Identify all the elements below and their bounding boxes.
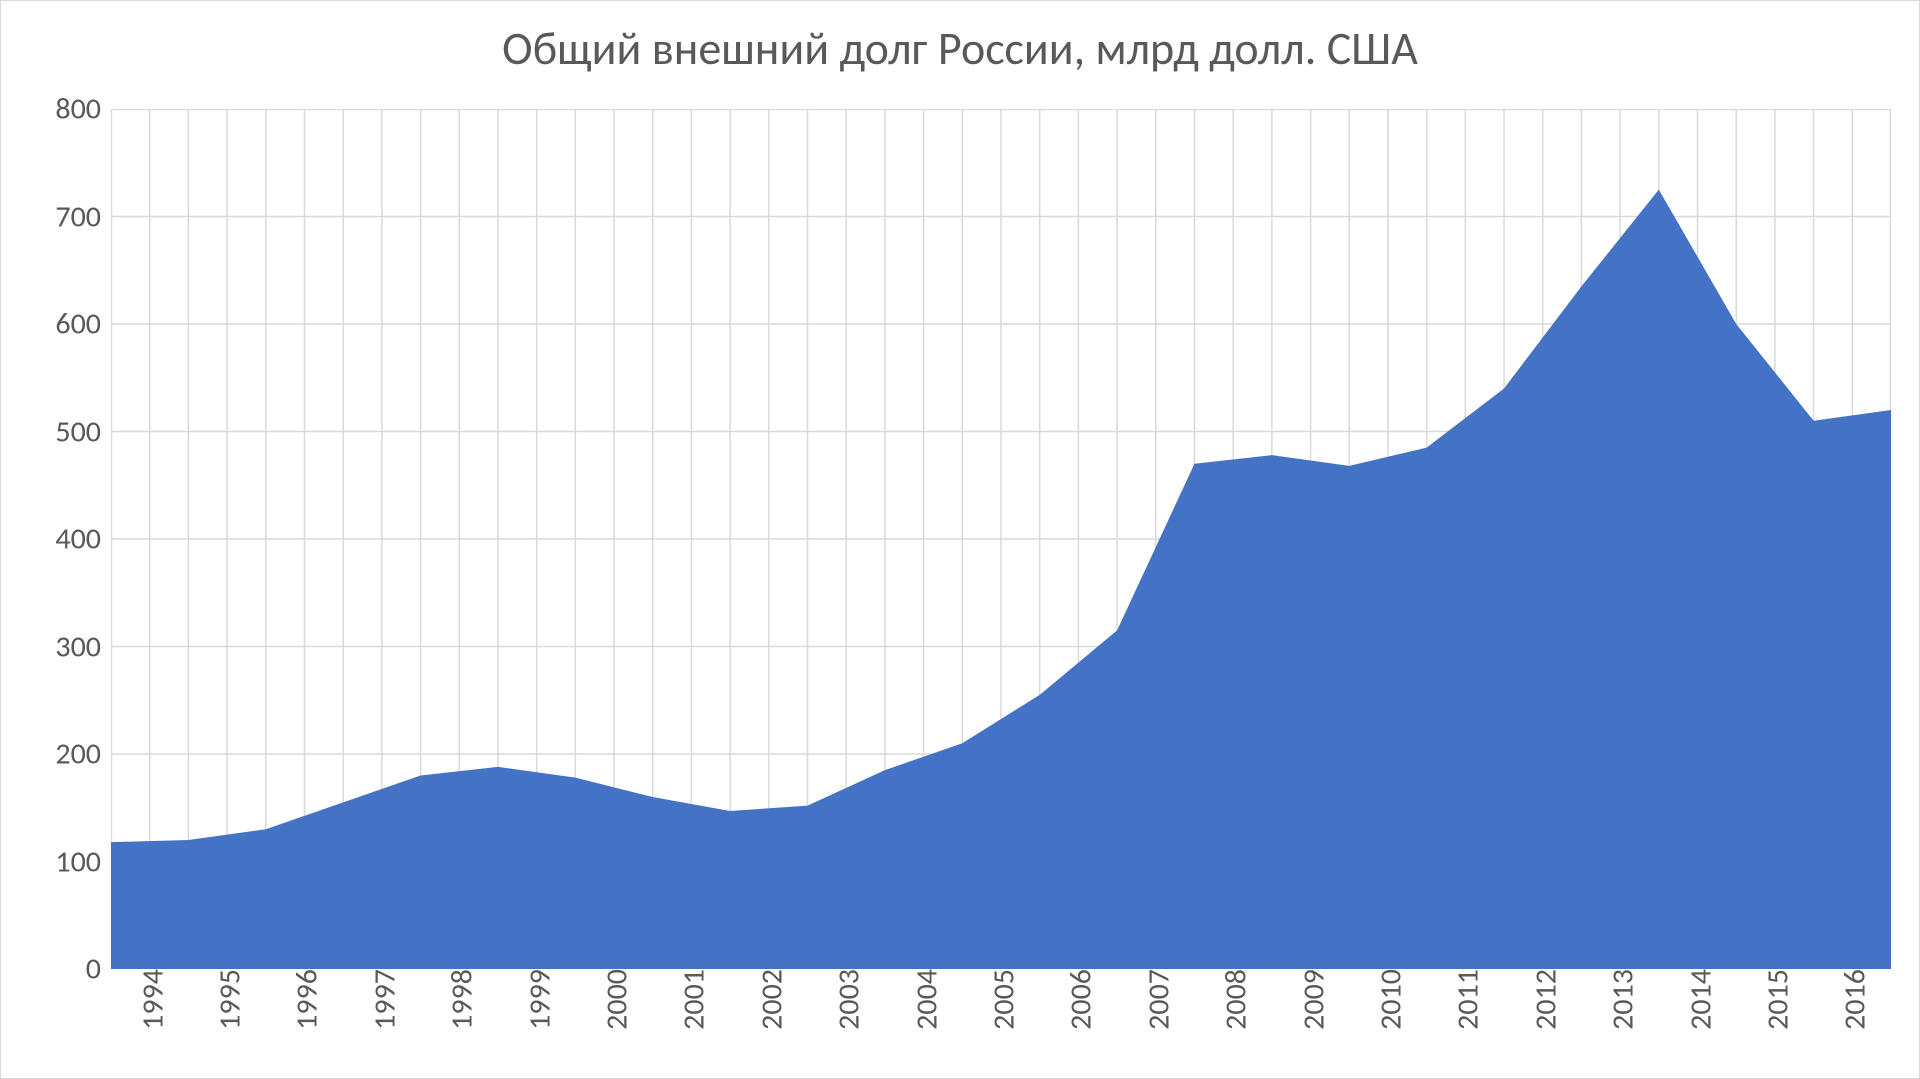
y-axis-tick-label: 800 bbox=[55, 91, 111, 128]
plot-area: 0100200300400500600700800199419951996199… bbox=[111, 109, 1891, 969]
x-axis-tick-label: 2013 bbox=[1599, 969, 1642, 1030]
x-axis-tick-label: 2015 bbox=[1753, 969, 1796, 1030]
x-axis-tick-label: 1994 bbox=[128, 969, 171, 1030]
chart-title: Общий внешний долг России, млрд долл. СШ… bbox=[1, 21, 1919, 77]
x-axis-tick-label: 1998 bbox=[438, 969, 481, 1030]
x-axis-tick-label: 2011 bbox=[1444, 969, 1487, 1030]
y-axis-tick-label: 500 bbox=[55, 413, 111, 450]
x-axis-tick-label: 2002 bbox=[747, 969, 790, 1030]
y-axis-tick-label: 400 bbox=[55, 521, 111, 558]
x-axis-tick-label: 2012 bbox=[1521, 969, 1564, 1030]
x-axis-tick-label: 2000 bbox=[593, 969, 636, 1030]
x-axis-tick-label: 2005 bbox=[980, 969, 1023, 1030]
y-axis-tick-label: 300 bbox=[55, 628, 111, 665]
y-axis-tick-label: 600 bbox=[55, 306, 111, 343]
x-axis-tick-label: 2010 bbox=[1366, 969, 1409, 1030]
x-axis-tick-label: 2016 bbox=[1831, 969, 1874, 1030]
y-axis-tick-label: 100 bbox=[55, 843, 111, 880]
x-axis-tick-label: 1999 bbox=[515, 969, 558, 1030]
x-axis-tick-label: 1997 bbox=[360, 969, 403, 1030]
y-axis-tick-label: 0 bbox=[86, 951, 111, 988]
x-axis-tick-label: 2003 bbox=[825, 969, 868, 1030]
x-axis-tick-label: 2007 bbox=[1134, 969, 1177, 1030]
area-series bbox=[111, 109, 1891, 969]
area-chart: Общий внешний долг России, млрд долл. СШ… bbox=[0, 0, 1920, 1079]
x-axis-tick-label: 2001 bbox=[670, 969, 713, 1030]
x-axis-tick-label: 1996 bbox=[283, 969, 326, 1030]
x-axis-tick-label: 2006 bbox=[1057, 969, 1100, 1030]
x-axis-tick-label: 2008 bbox=[1212, 969, 1255, 1030]
x-axis-tick-label: 2014 bbox=[1676, 969, 1719, 1030]
x-axis-tick-label: 2009 bbox=[1289, 969, 1332, 1030]
x-axis-tick-label: 1995 bbox=[206, 969, 249, 1030]
y-axis-tick-label: 200 bbox=[55, 736, 111, 773]
y-axis-tick-label: 700 bbox=[55, 198, 111, 235]
x-axis-tick-label: 2004 bbox=[902, 969, 945, 1030]
